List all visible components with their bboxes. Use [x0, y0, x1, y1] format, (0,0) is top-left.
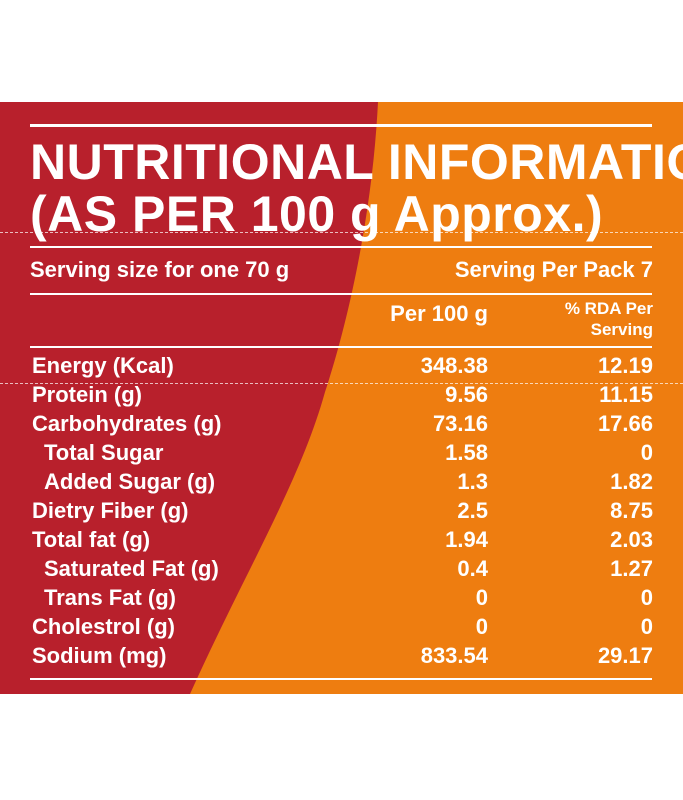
table-row-trans-fat: Trans Fat (g) 0 0 [0, 583, 683, 612]
rda-header-line-1: % RDA Per [564, 299, 653, 318]
row-label: Saturated Fat (g) [44, 556, 219, 581]
row-label: Sodium (mg) [32, 643, 167, 668]
red-swoosh [0, 102, 378, 694]
table-row-saturated-fat: Saturated Fat (g) 0.4 1.27 [0, 554, 683, 583]
table-row-energy: Energy (Kcal) 348.38 12.19 [0, 351, 683, 380]
row-rda: 8.75 [610, 498, 653, 523]
row-rda: 11.15 [599, 382, 653, 407]
table-row-protein: Protein (g) 9.56 11.15 [0, 380, 683, 409]
table-row-dietry-fiber: Dietry Fiber (g) 2.5 8.75 [0, 496, 683, 525]
rda-header: % RDA Per Serving [565, 298, 653, 340]
row-rda: 29.17 [597, 643, 653, 668]
table-row-carbohydrates: Carbohydrates (g) 73.16 17.66 [0, 409, 683, 438]
serving-size-text: Serving size for one 70 g [30, 257, 290, 282]
top-rule [30, 124, 652, 127]
table-row-added-sugar: Added Sugar (g) 1.3 1.82 [0, 467, 683, 496]
title-line-2: (AS PER 100 g Approx.) [30, 186, 604, 242]
table-row-total-fat: Total fat (g) 1.94 2.03 [0, 525, 683, 554]
row-per100: 1.58 [445, 440, 488, 465]
row-per100: 0 [475, 585, 488, 610]
rda-header-line-2: Serving [590, 320, 653, 339]
row-per100: 0 [475, 614, 488, 639]
row-per100: 9.56 [445, 382, 488, 407]
row-label: Cholestrol (g) [32, 614, 175, 639]
row-label: Carbohydrates (g) [32, 411, 222, 436]
bottom-rule [30, 678, 652, 680]
row-per100: 1.94 [445, 527, 488, 552]
table-row-total-sugar: Total Sugar 1.58 0 [0, 438, 683, 467]
row-label: Total fat (g) [32, 527, 151, 552]
row-per100: 833.54 [420, 643, 488, 668]
title-line-1: NUTRITIONAL INFORMATION [30, 134, 683, 190]
row-per100: 348.38 [420, 353, 488, 378]
per-100g-header: Per 100 g [390, 301, 488, 326]
row-rda: 2.03 [610, 527, 653, 552]
row-label: Added Sugar (g) [44, 469, 216, 494]
title-bottom-rule [30, 246, 652, 248]
row-rda: 17.66 [597, 411, 653, 436]
row-rda: 12.19 [597, 353, 653, 378]
row-rda: 0 [640, 614, 653, 639]
serving-rule [30, 293, 652, 295]
row-label: Trans Fat (g) [44, 585, 177, 610]
row-per100: 0.4 [457, 556, 488, 581]
table-row-sodium: Sodium (mg) 833.54 29.17 [0, 641, 683, 670]
dashed-guide-middle [0, 383, 683, 384]
serving-per-pack-text: Serving Per Pack 7 [454, 257, 653, 282]
dashed-guide-top [0, 232, 683, 233]
row-per100: 1.3 [457, 469, 488, 494]
header-rule [30, 346, 652, 348]
row-per100: 73.16 [432, 411, 488, 436]
row-label: Protein (g) [32, 382, 142, 407]
row-label: Energy (Kcal) [32, 353, 174, 378]
row-per100: 2.5 [457, 498, 488, 523]
row-rda: 1.82 [610, 469, 653, 494]
nutrition-panel: NUTRITIONAL INFORMATION (AS PER 100 g Ap… [0, 102, 683, 694]
row-label: Dietry Fiber (g) [32, 498, 189, 523]
row-rda: 0 [640, 585, 653, 610]
row-rda: 1.27 [610, 556, 653, 581]
table-row-cholestrol: Cholestrol (g) 0 0 [0, 612, 683, 641]
row-label: Total Sugar [44, 440, 164, 465]
background-graphic [0, 102, 683, 694]
row-rda: 0 [640, 440, 653, 465]
